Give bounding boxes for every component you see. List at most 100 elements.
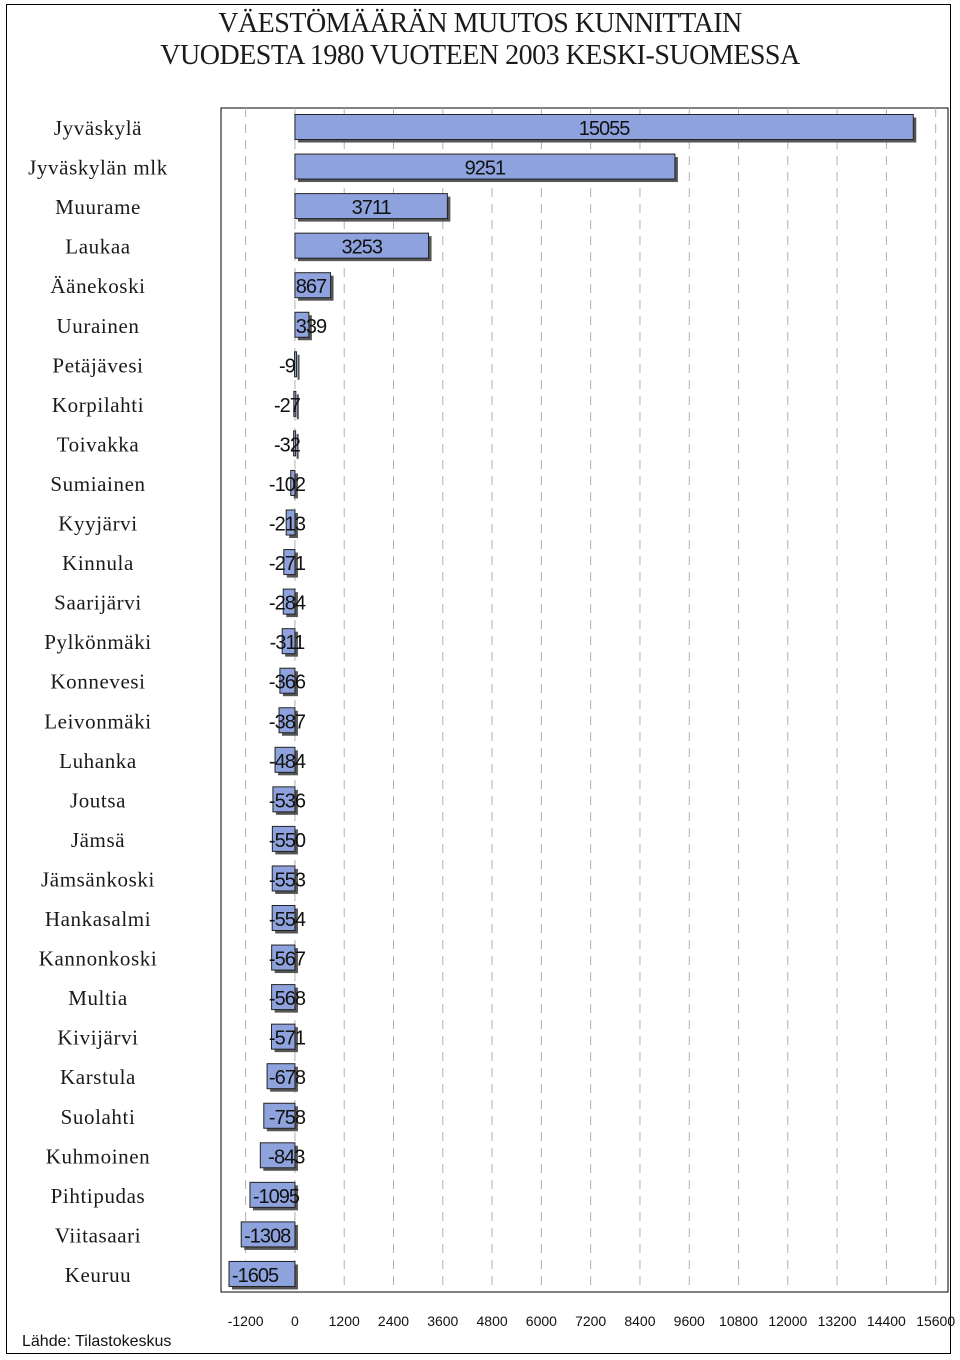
data-label: -484 [269,751,306,773]
category-label: Jyväskylän mlk [28,156,168,180]
bar [293,390,297,417]
category-label: Petäjävesi [52,353,143,377]
data-label: -1095 [253,1186,300,1208]
category-label: Äänekoski [50,274,145,298]
source-note: Lähde: Tilastokeskus [22,1333,172,1350]
data-label: 867 [296,276,327,298]
bar [271,905,296,931]
chart-frame [6,4,951,1354]
bar [294,193,448,220]
category-label: Pihtipudas [51,1184,146,1208]
bar [271,825,296,852]
category-label: Korpilahti [52,393,144,417]
bar [294,351,298,378]
data-label: -571 [269,1028,306,1050]
bar [294,272,332,299]
bar [294,153,676,180]
bar [279,667,296,694]
data-label: -1308 [244,1225,291,1247]
category-label: Kannonkoski [39,947,158,971]
data-label: -102 [269,474,306,496]
data-label: 3253 [341,237,382,259]
x-tick-label: 2400 [378,1313,409,1329]
bar [259,1142,296,1169]
bar [249,1181,296,1208]
category-label: Karstula [60,1065,136,1089]
x-tick-label: 1200 [329,1313,360,1329]
data-label: -9 [279,355,296,377]
data-label: -536 [269,790,306,812]
data-label: -550 [269,830,306,852]
data-label: -553 [269,869,306,891]
data-label: -27 [274,395,301,417]
category-label: Jämsä [71,828,125,852]
bar [281,628,296,655]
bar [294,311,310,338]
category-label: Sumiainen [50,472,145,496]
bar [266,1063,296,1090]
x-tick-label: 6000 [526,1313,557,1329]
data-label: 9251 [465,158,506,180]
chart-title-line-2: VUODESTA 1980 VUOTEEN 2003 KESKI-SUOMESS… [160,40,800,71]
plot-area [220,107,949,1293]
category-label: Jyväskylä [54,116,142,140]
data-label: -213 [269,514,306,536]
x-tick-label: 10800 [719,1313,758,1329]
data-label: -758 [269,1107,306,1129]
data-label: -271 [269,553,306,575]
category-label: Muurame [55,195,141,219]
x-tick-label: 4800 [477,1313,508,1329]
data-label: 15055 [579,118,630,140]
category-label: Saarijärvi [54,591,142,615]
bar-shadow [296,394,299,420]
bar [240,1221,296,1248]
data-label: 339 [296,316,327,338]
x-tick-label: 15600 [916,1313,955,1329]
data-label: -311 [270,632,305,654]
x-tick-label: 12000 [768,1313,807,1329]
bar [294,114,914,140]
category-label: Kivijärvi [57,1026,138,1050]
data-label: -568 [269,988,306,1010]
x-tick-label: 13200 [818,1313,857,1329]
bar [283,549,296,576]
x-tick-label: 14400 [867,1313,906,1329]
x-tick-label: 8400 [624,1313,655,1329]
bar-shadow [297,354,300,380]
x-tick-label: 0 [291,1313,299,1329]
bar [290,469,296,496]
bar [263,1102,296,1129]
category-label: Joutsa [70,788,126,812]
data-label: -387 [269,711,306,733]
x-tick-label: 3600 [427,1313,458,1329]
data-label: -32 [274,434,301,456]
category-label: Luhanka [59,749,137,773]
bar [274,746,296,773]
bar [293,430,297,457]
bar [282,588,296,615]
category-label: Hankasalmi [45,907,151,931]
category-label: Uurainen [57,314,140,338]
x-tick-label: -1200 [228,1313,264,1329]
category-label: Kyyjärvi [58,512,137,536]
category-label: Suolahti [61,1105,136,1129]
data-label: -366 [269,672,306,694]
chart-title-line-1: VÄESTÖMÄÄRÄN MUUTOS KUNNITTAIN [218,8,742,39]
category-label: Multia [68,986,128,1010]
category-label: Leivonmäki [44,709,151,733]
x-tick-label: 7200 [575,1313,606,1329]
category-label: Keuruu [65,1263,132,1287]
bar-shadow [296,433,299,459]
bar [271,984,296,1011]
data-label: -678 [269,1067,306,1089]
bar [271,865,296,892]
data-label: -554 [269,909,306,931]
data-label: -843 [268,1146,305,1168]
bar [278,707,296,734]
category-label: Jämsänkoski [41,867,155,891]
category-label: Pylkönmäki [44,630,152,654]
bar [228,1260,296,1287]
category-label: Konnevesi [50,670,145,694]
bar [285,509,296,536]
